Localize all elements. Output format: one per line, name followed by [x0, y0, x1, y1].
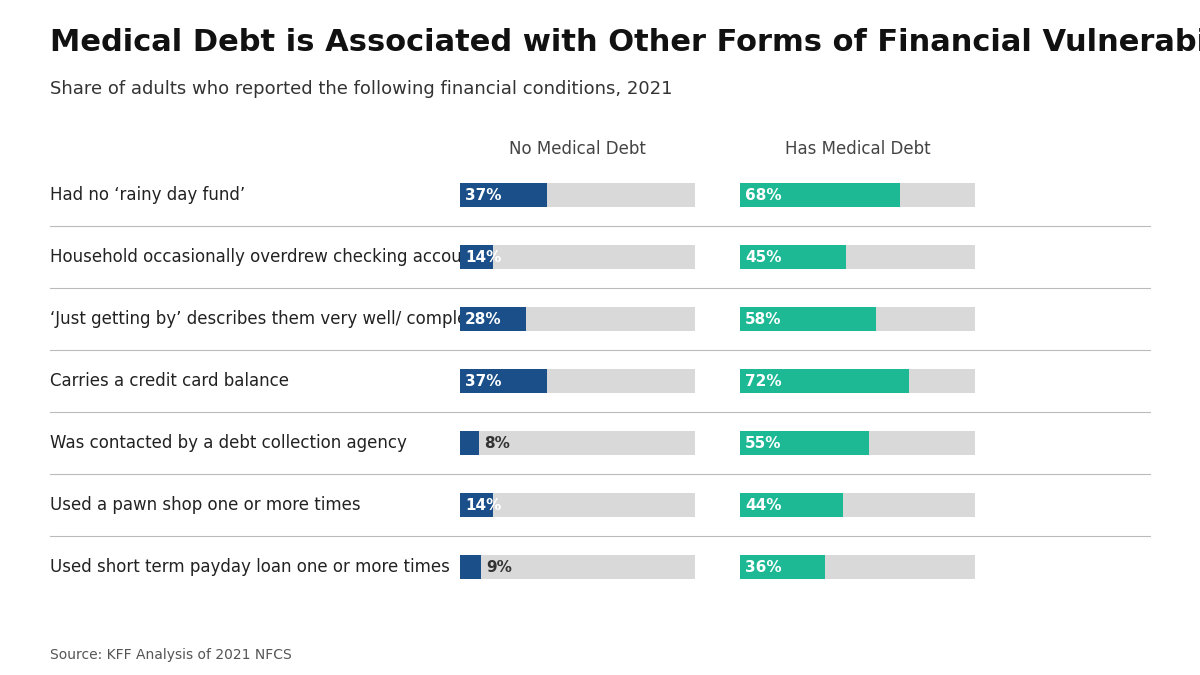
- Bar: [740, 431, 974, 455]
- Bar: [460, 183, 547, 207]
- Text: Household occasionally overdrew checking account: Household occasionally overdrew checking…: [50, 248, 479, 266]
- Bar: [460, 431, 479, 455]
- Bar: [740, 307, 974, 331]
- Bar: [460, 555, 481, 579]
- Bar: [740, 555, 824, 579]
- Bar: [740, 493, 974, 517]
- Text: 14%: 14%: [466, 250, 502, 265]
- Text: Used short term payday loan one or more times: Used short term payday loan one or more …: [50, 558, 450, 576]
- Text: Was contacted by a debt collection agency: Was contacted by a debt collection agenc…: [50, 434, 407, 452]
- Bar: [460, 431, 695, 455]
- Text: 37%: 37%: [466, 188, 502, 202]
- Text: 28%: 28%: [466, 311, 502, 327]
- Bar: [460, 307, 695, 331]
- Text: Source: KFF Analysis of 2021 NFCS: Source: KFF Analysis of 2021 NFCS: [50, 648, 292, 662]
- Text: 68%: 68%: [745, 188, 781, 202]
- Bar: [740, 307, 876, 331]
- Bar: [460, 183, 695, 207]
- Bar: [740, 183, 974, 207]
- Text: 45%: 45%: [745, 250, 781, 265]
- Bar: [460, 245, 695, 269]
- Bar: [740, 245, 846, 269]
- Text: Had no ‘rainy day fund’: Had no ‘rainy day fund’: [50, 186, 245, 204]
- Text: Medical Debt is Associated with Other Forms of Financial Vulnerability: Medical Debt is Associated with Other Fo…: [50, 28, 1200, 57]
- Bar: [460, 245, 493, 269]
- Text: 14%: 14%: [466, 497, 502, 512]
- Bar: [460, 555, 695, 579]
- Bar: [460, 307, 526, 331]
- Bar: [740, 369, 910, 393]
- Bar: [740, 369, 974, 393]
- Text: Share of adults who reported the following financial conditions, 2021: Share of adults who reported the followi…: [50, 80, 672, 98]
- Bar: [740, 245, 974, 269]
- Text: 36%: 36%: [745, 560, 781, 574]
- Text: Carries a credit card balance: Carries a credit card balance: [50, 372, 289, 390]
- Text: 55%: 55%: [745, 435, 781, 450]
- Bar: [740, 493, 844, 517]
- Text: 8%: 8%: [484, 435, 510, 450]
- Bar: [740, 555, 974, 579]
- Text: ‘Just getting by’ describes them very well/ completely: ‘Just getting by’ describes them very we…: [50, 310, 499, 328]
- Text: 44%: 44%: [745, 497, 781, 512]
- Text: 58%: 58%: [745, 311, 781, 327]
- Bar: [740, 431, 869, 455]
- Bar: [740, 183, 900, 207]
- Bar: [460, 369, 547, 393]
- Text: No Medical Debt: No Medical Debt: [509, 140, 646, 158]
- Bar: [460, 493, 493, 517]
- Bar: [460, 493, 695, 517]
- Text: 37%: 37%: [466, 373, 502, 389]
- Text: Used a pawn shop one or more times: Used a pawn shop one or more times: [50, 496, 361, 514]
- Text: 9%: 9%: [486, 560, 512, 574]
- Bar: [460, 369, 695, 393]
- Text: Has Medical Debt: Has Medical Debt: [785, 140, 930, 158]
- Text: 72%: 72%: [745, 373, 781, 389]
